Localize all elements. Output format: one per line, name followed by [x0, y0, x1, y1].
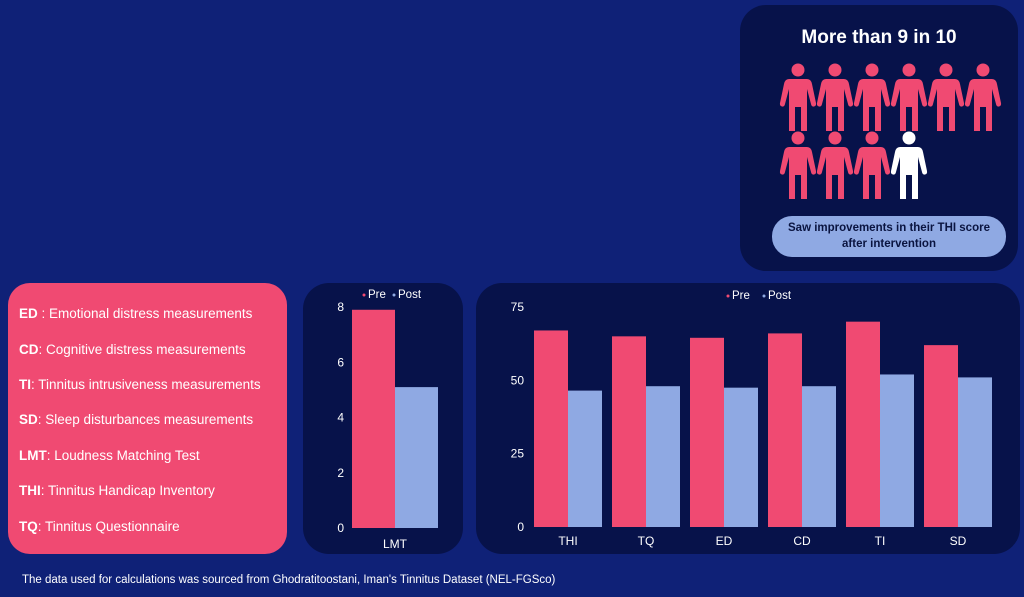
glossary-text: Tinnitus Handicap Inventory	[48, 483, 215, 498]
glossary-separator: :	[46, 448, 55, 463]
chart-legend: Pre Post	[726, 290, 792, 302]
stat-caption: Saw improvements in their THI score afte…	[772, 216, 1006, 257]
abbreviation-glossary: ED : Emotional distress measurements CD: …	[8, 283, 287, 554]
x-category-label: SD	[950, 534, 967, 548]
glossary-item: CD: Cognitive distress measurements	[19, 342, 246, 357]
bar-post-ed	[724, 387, 758, 527]
legend-marker	[392, 293, 396, 297]
legend-marker	[362, 293, 366, 297]
glossary-text: Sleep disturbances measurements	[45, 412, 254, 427]
lmt-chart-panel: Pre Post 0 2 4 6 8 LMT	[303, 283, 463, 554]
bar-pre-tq	[612, 336, 646, 527]
person-icon	[890, 131, 928, 199]
bar-post-tq	[646, 386, 680, 527]
stat-title: More than 9 in 10	[801, 27, 957, 48]
glossary-item: SD: Sleep disturbances measurements	[19, 412, 253, 427]
x-category-label: LMT	[383, 537, 408, 551]
scores-chart-panel: Pre Post 0 25 50 75 THI TQ ED CD TI SD	[476, 283, 1020, 554]
x-category-label: CD	[793, 534, 811, 548]
glossary-abbr: ED	[19, 306, 38, 321]
glossary-item: TI: Tinnitus intrusiveness measurements	[19, 377, 261, 392]
glossary-separator: :	[37, 412, 46, 427]
person-icon	[779, 63, 817, 131]
glossary-text: Cognitive distress measurements	[46, 342, 246, 357]
legend-marker	[762, 294, 766, 298]
bar-pre-ed	[690, 337, 724, 527]
bar-pre-cd	[768, 333, 802, 527]
y-tick-label: 4	[337, 411, 344, 425]
glossary-separator: :	[40, 483, 49, 498]
person-icon	[779, 131, 817, 199]
glossary-text: Loudness Matching Test	[54, 448, 200, 463]
glossary-item: LMT: Loudness Matching Test	[19, 448, 200, 463]
y-tick-label: 2	[337, 466, 344, 480]
y-tick-label: 0	[517, 520, 524, 534]
glossary-item: TQ: Tinnitus Questionnaire	[19, 519, 180, 534]
bar-pre-thi	[534, 330, 568, 527]
person-icon	[964, 63, 1002, 131]
glossary-item: ED : Emotional distress measurements	[19, 306, 252, 321]
glossary-separator: :	[31, 377, 39, 392]
x-category-label: THI	[558, 534, 577, 548]
person-icon	[816, 63, 854, 131]
glossary-separator: :	[37, 306, 50, 321]
glossary-separator: :	[37, 519, 46, 534]
legend-label: Pre	[368, 289, 386, 301]
person-icon	[853, 131, 891, 199]
legend-label: Post	[398, 289, 422, 301]
x-category-label: ED	[716, 534, 733, 548]
bar-post-lmt	[395, 387, 438, 528]
person-icon	[816, 131, 854, 199]
y-tick-label: 6	[337, 355, 344, 369]
x-category-label: TI	[875, 534, 886, 548]
legend-label: Pre	[732, 290, 750, 302]
bar-post-cd	[802, 386, 836, 527]
bar-pre-ti	[846, 321, 880, 527]
y-tick-label: 0	[337, 521, 344, 535]
glossary-text: Tinnitus Questionnaire	[45, 519, 180, 534]
glossary-abbr: TQ	[19, 519, 38, 534]
lmt-chart: Pre Post 0 2 4 6 8 LMT	[337, 289, 438, 551]
scores-chart: Pre Post 0 25 50 75 THI TQ ED CD TI SD	[511, 290, 992, 548]
y-tick-label: 50	[511, 373, 525, 387]
bar-pre-lmt	[352, 309, 395, 528]
glossary-abbr: CD	[19, 342, 39, 357]
improvement-stat-card: More than 9 in 10 Saw improvements in th…	[740, 5, 1018, 271]
bar-post-thi	[568, 390, 602, 527]
y-tick-label: 75	[511, 300, 525, 314]
glossary-abbr: TI	[19, 377, 31, 392]
glossary-abbr: THI	[19, 483, 41, 498]
bar-post-sd	[958, 377, 992, 527]
glossary-separator: :	[38, 342, 47, 357]
glossary-abbr: LMT	[19, 448, 47, 463]
bar-post-ti	[880, 374, 914, 527]
y-tick-label: 25	[511, 447, 525, 461]
legend-marker	[726, 294, 730, 298]
x-category-label: TQ	[638, 534, 655, 548]
glossary-text: Emotional distress measurements	[49, 306, 253, 321]
y-tick-label: 8	[337, 300, 344, 314]
legend-label: Post	[768, 290, 792, 302]
person-icon	[927, 63, 965, 131]
bar-pre-sd	[924, 345, 958, 527]
chart-legend: Pre Post	[362, 289, 422, 301]
person-icon	[890, 63, 928, 131]
glossary-abbr: SD	[19, 412, 38, 427]
glossary-text: Tinnitus intrusiveness measurements	[38, 377, 261, 392]
data-source-note: The data used for calculations was sourc…	[22, 574, 556, 586]
person-icon	[853, 63, 891, 131]
glossary-item: THI: Tinnitus Handicap Inventory	[19, 483, 215, 498]
